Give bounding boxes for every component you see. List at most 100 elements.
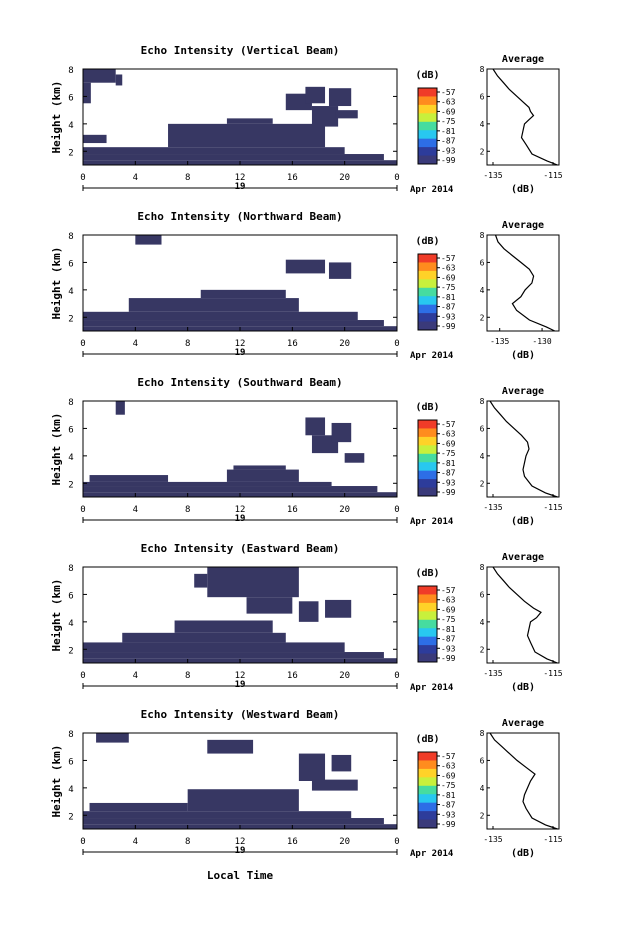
colorbar-segment bbox=[418, 436, 437, 446]
echo-region bbox=[83, 811, 352, 819]
date-label: Apr 2014 bbox=[410, 849, 454, 859]
x-tick-label: 0 bbox=[394, 339, 399, 349]
colorbar-unit: (dB) bbox=[415, 236, 439, 247]
colorbar-segment bbox=[418, 777, 437, 787]
colorbar-segment bbox=[418, 254, 437, 263]
x-axis-label: Local Time bbox=[207, 869, 274, 882]
colorbar-tick-label: -87 bbox=[441, 137, 456, 146]
colorbar-tick-label: -57 bbox=[441, 420, 456, 429]
echo-region bbox=[200, 289, 286, 299]
colorbar-segment bbox=[418, 785, 437, 795]
colorbar-segment bbox=[418, 794, 437, 804]
profile-y-tick-label: 8 bbox=[480, 563, 485, 572]
echo-region bbox=[96, 733, 129, 743]
profile-frame bbox=[486, 732, 560, 830]
colorbar-tick-label: -75 bbox=[441, 283, 456, 292]
x-tick-label: 0 bbox=[394, 837, 399, 847]
colorbar-segment bbox=[418, 313, 437, 323]
echo-region bbox=[335, 110, 358, 119]
colorbar-tick-label: -93 bbox=[441, 644, 456, 653]
echo-region bbox=[83, 134, 107, 144]
panel-1: Echo Intensity (Vertical Beam) 2 4 6 8 Height… bbox=[50, 44, 563, 195]
profile-y-tick-label: 2 bbox=[480, 645, 485, 654]
y-tick-label: 6 bbox=[68, 757, 73, 767]
colorbar-segment bbox=[418, 752, 437, 761]
y-tick-label: 4 bbox=[68, 453, 73, 463]
echo-region bbox=[331, 754, 352, 772]
echo-layer bbox=[83, 69, 397, 165]
profile-y-tick-label: 8 bbox=[480, 65, 485, 74]
x-tick-label: 0 bbox=[80, 837, 85, 847]
x-tick-label: 8 bbox=[185, 339, 190, 349]
colorbar-segment bbox=[418, 420, 437, 429]
colorbar-segment bbox=[418, 619, 437, 629]
colorbar-segment bbox=[418, 155, 437, 165]
echo-region bbox=[83, 82, 91, 104]
day-label: 19 bbox=[235, 348, 246, 358]
profile-y-tick-label: 2 bbox=[480, 313, 485, 322]
colorbar-segment bbox=[418, 147, 437, 157]
x-tick-label: 4 bbox=[133, 837, 138, 847]
colorbar-segment bbox=[418, 628, 437, 638]
colorbar-segment bbox=[418, 262, 437, 272]
x-tick-label: 0 bbox=[80, 339, 85, 349]
echo-region bbox=[226, 118, 273, 124]
profile-y-tick-label: 8 bbox=[480, 397, 485, 406]
echo-region bbox=[168, 123, 326, 148]
echo-region bbox=[83, 311, 358, 321]
y-tick-label: 2 bbox=[68, 812, 73, 822]
panel-5: Echo Intensity (Westward Beam) 2 4 6 8 Height… bbox=[50, 708, 563, 859]
echo-region bbox=[83, 642, 345, 653]
colorbar-tick-label: -93 bbox=[441, 146, 456, 155]
colorbar-frame bbox=[417, 87, 438, 165]
colorbar-segment bbox=[418, 487, 437, 497]
echo-region bbox=[83, 481, 332, 487]
colorbar-segment bbox=[418, 462, 437, 472]
echo-region bbox=[325, 599, 352, 618]
profile-x-tick-label: -135 bbox=[490, 337, 509, 346]
x-tick-label: 20 bbox=[339, 837, 350, 847]
echo-region bbox=[246, 597, 293, 614]
panel-4: Echo Intensity (Eastward Beam) 2 4 6 8 Height… bbox=[50, 542, 563, 693]
colorbar-segment bbox=[418, 602, 437, 612]
colorbar-tick-label: -57 bbox=[441, 88, 456, 97]
echo-layer bbox=[83, 733, 397, 829]
colorbar-tick-label: -81 bbox=[441, 293, 456, 302]
profile-y-tick-label: 6 bbox=[480, 590, 485, 599]
echo-region bbox=[83, 486, 378, 493]
echo-region bbox=[311, 779, 358, 791]
echo-region bbox=[89, 802, 188, 812]
colorbar-segment bbox=[418, 287, 437, 297]
profile-y-tick-label: 2 bbox=[480, 479, 485, 488]
x-tick-label: 0 bbox=[80, 505, 85, 515]
x-tick-label: 0 bbox=[394, 505, 399, 515]
colorbar-tick-label: -75 bbox=[441, 781, 456, 790]
echo-region bbox=[83, 652, 384, 659]
echo-region bbox=[233, 465, 286, 470]
echo-region bbox=[298, 601, 319, 622]
profile-title: Average bbox=[502, 552, 544, 563]
x-tick-label: 16 bbox=[287, 173, 298, 183]
colorbar-segment bbox=[418, 96, 437, 106]
x-tick-label: 4 bbox=[133, 505, 138, 515]
echo-region bbox=[115, 74, 123, 86]
colorbar-tick-label: -87 bbox=[441, 303, 456, 312]
colorbar-tick-label: -93 bbox=[441, 478, 456, 487]
day-label: 19 bbox=[235, 846, 246, 856]
profile-y-tick-label: 4 bbox=[480, 784, 485, 793]
colorbar-tick-label: -87 bbox=[441, 801, 456, 810]
profile-x-label: (dB) bbox=[511, 350, 535, 361]
echo-region bbox=[344, 453, 365, 463]
colorbar-segment bbox=[418, 586, 437, 595]
colorbar-segment bbox=[418, 645, 437, 655]
colorbar-tick-label: -75 bbox=[441, 615, 456, 624]
x-tick-label: 12 bbox=[235, 505, 246, 515]
profile-x-label: (dB) bbox=[511, 682, 535, 693]
x-tick-label: 8 bbox=[185, 173, 190, 183]
echo-region bbox=[115, 401, 125, 415]
echo-region bbox=[328, 262, 352, 279]
y-tick-label: 2 bbox=[68, 314, 73, 324]
x-tick-label: 0 bbox=[80, 173, 85, 183]
x-tick-label: 16 bbox=[287, 505, 298, 515]
colorbar-tick-label: -69 bbox=[441, 273, 456, 282]
